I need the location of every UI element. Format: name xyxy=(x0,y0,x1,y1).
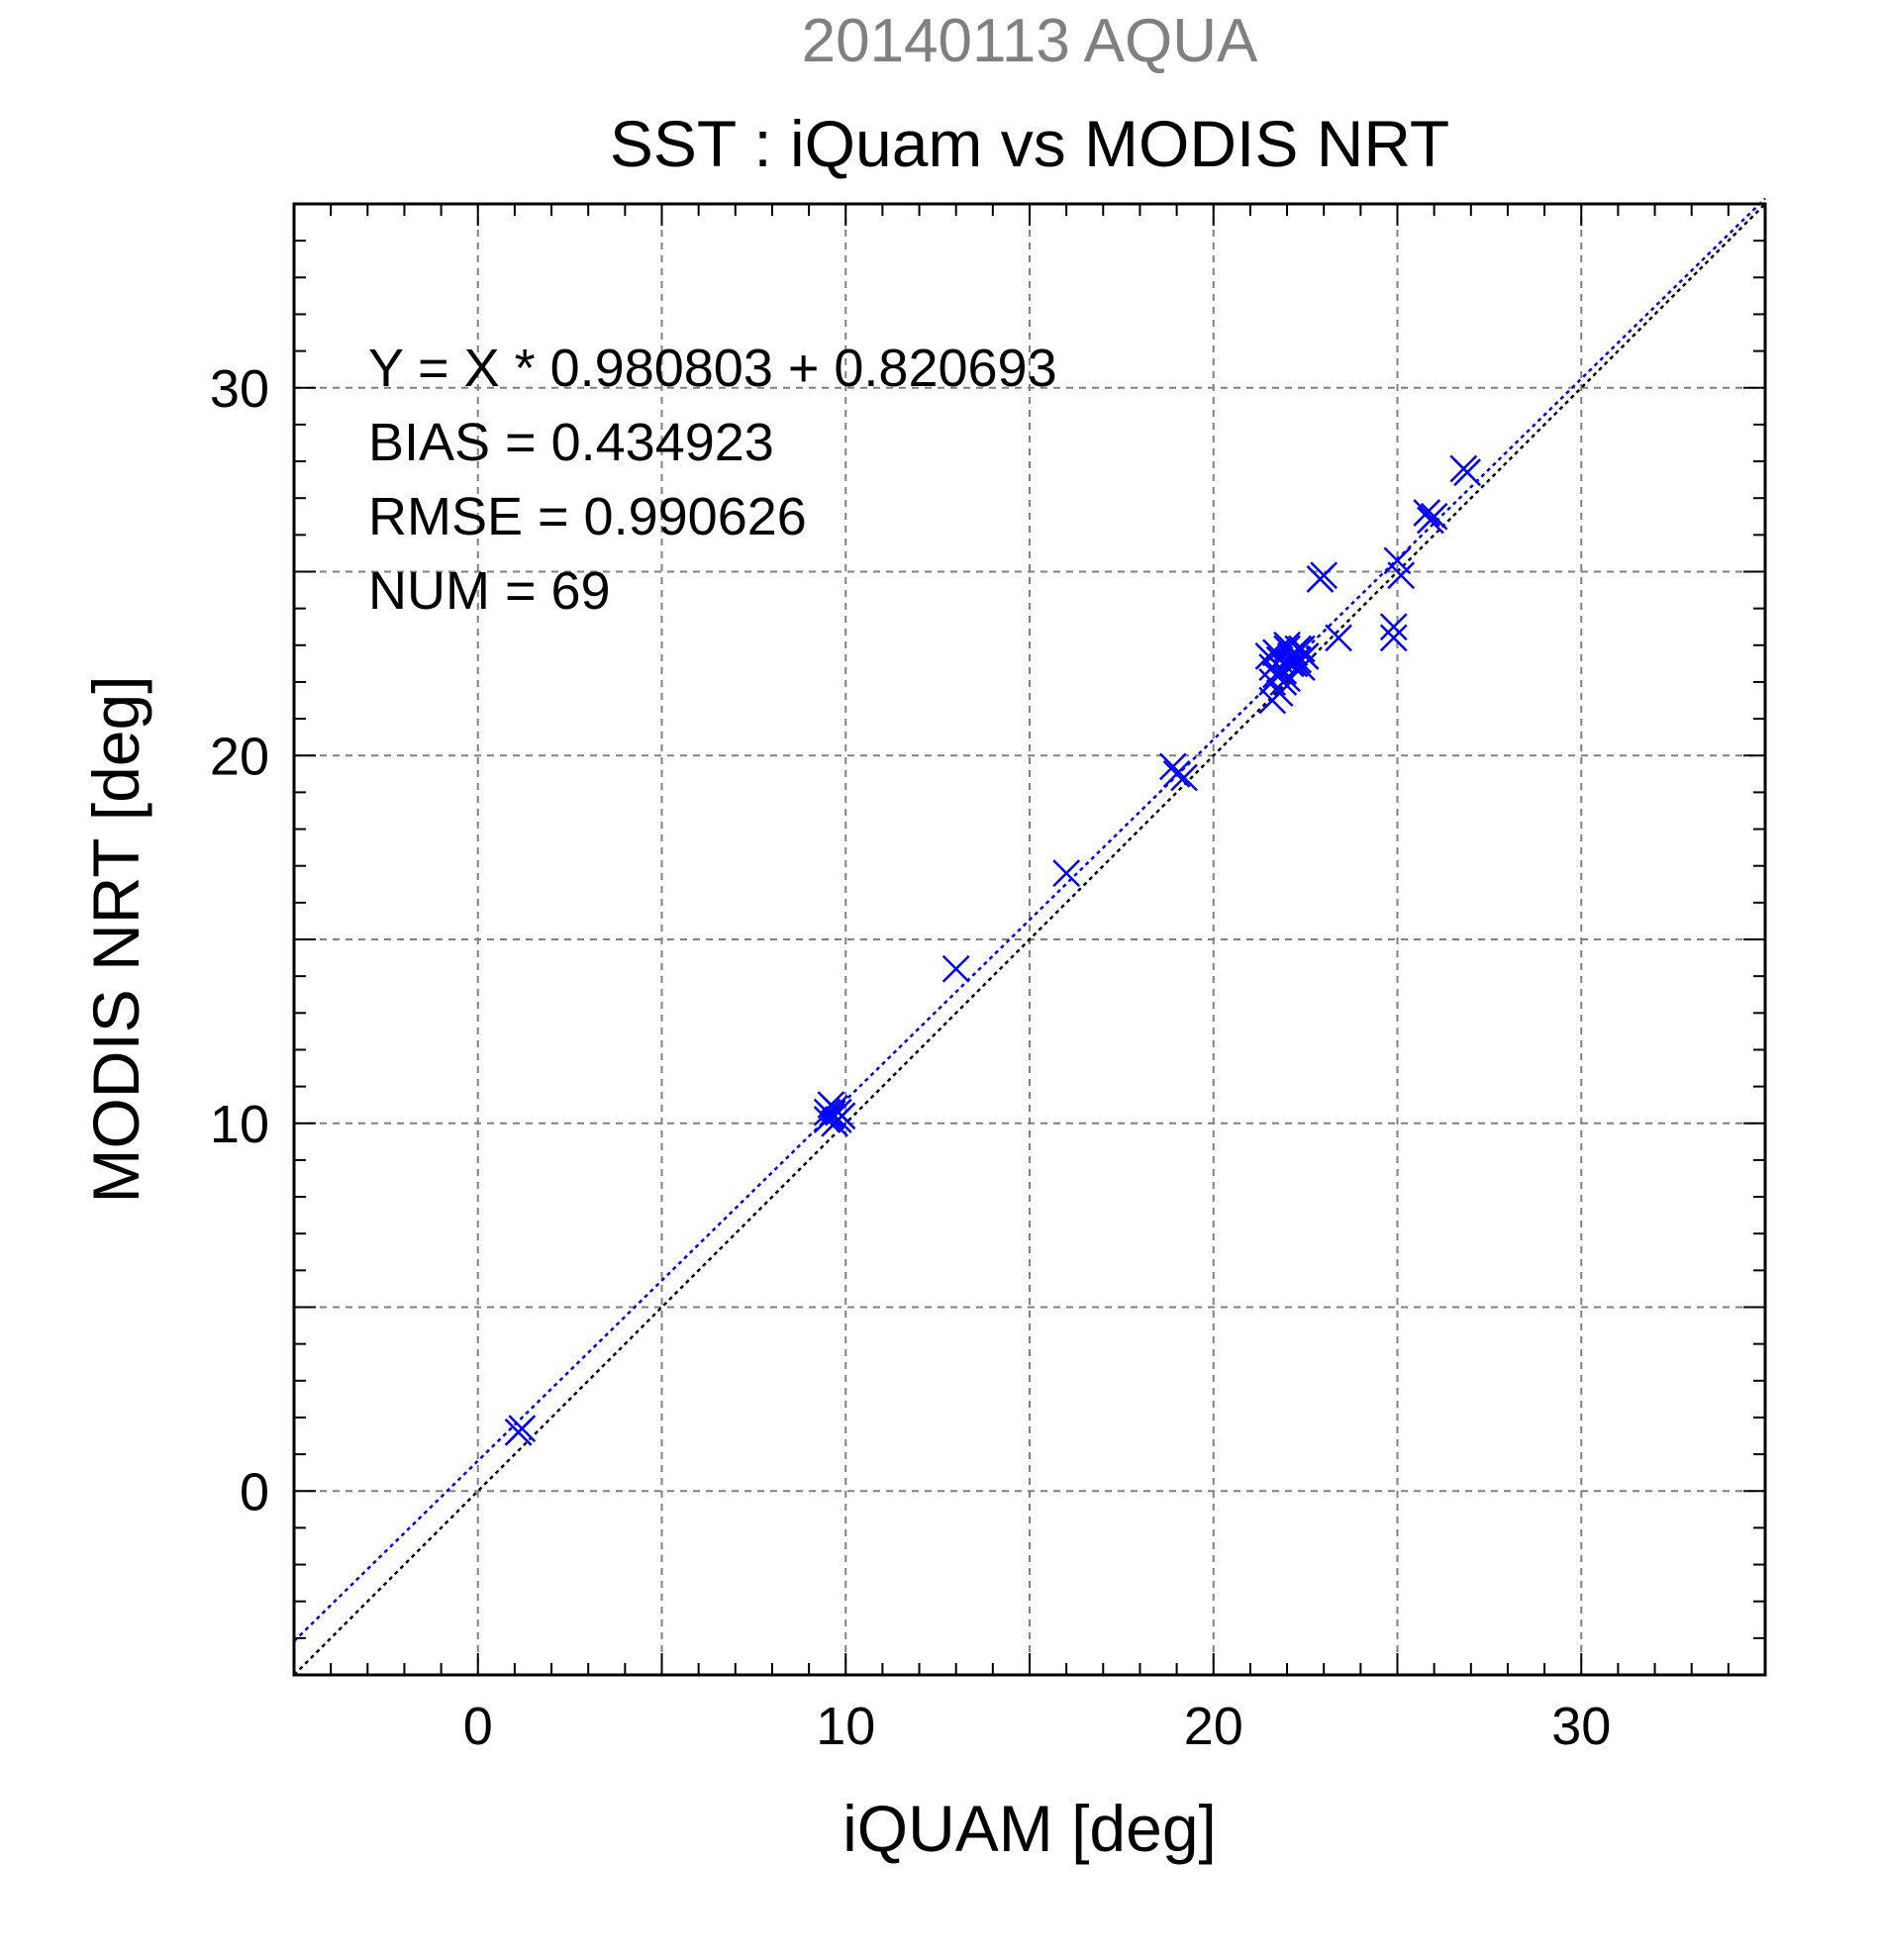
grid-lines xyxy=(294,204,1765,1675)
data-point xyxy=(1052,859,1081,888)
x-tick-label: 10 xyxy=(816,1697,875,1756)
fit-line xyxy=(293,197,1766,1642)
stats-num: NUM = 69 xyxy=(368,561,611,621)
y-tick-label: 20 xyxy=(210,727,269,786)
y-tick-label: 10 xyxy=(210,1095,269,1154)
y-tick-label: 0 xyxy=(240,1462,269,1521)
data-point xyxy=(1379,624,1408,652)
stats-bias: BIAS = 0.434923 xyxy=(368,413,774,472)
data-point xyxy=(1420,502,1448,531)
data-point xyxy=(1162,759,1191,788)
data-point xyxy=(504,1418,533,1446)
data-point xyxy=(813,1106,842,1133)
stats-box: Y = X * 0.980803 + 0.820693 BIAS = 0.434… xyxy=(368,339,1057,621)
data-point xyxy=(1258,668,1287,696)
tick-labels: 0 10 20 30 0 10 20 30 xyxy=(210,359,1611,1756)
data-point xyxy=(1453,458,1481,487)
x-axis-label: iQUAM [deg] xyxy=(842,1792,1217,1865)
stats-rmse: RMSE = 0.990626 xyxy=(368,487,807,546)
x-tick-label: 30 xyxy=(1551,1697,1611,1756)
data-point xyxy=(1280,649,1309,678)
x-tick-label: 0 xyxy=(463,1697,493,1756)
stats-fit-equation: Y = X * 0.980803 + 0.820693 xyxy=(368,339,1057,398)
chart-title: SST : iQuam vs MODIS NRT xyxy=(610,107,1449,180)
y-axis-label: MODIS NRT [deg] xyxy=(79,675,152,1203)
data-point xyxy=(1306,565,1335,593)
reference-lines xyxy=(293,197,1766,1676)
data-point xyxy=(1379,613,1408,641)
y-tick-label: 30 xyxy=(210,359,269,419)
data-point xyxy=(821,1109,848,1137)
data-point xyxy=(1387,561,1416,590)
data-point xyxy=(941,954,970,983)
x-tick-label: 20 xyxy=(1184,1697,1243,1756)
data-point xyxy=(1288,635,1316,663)
data-point xyxy=(1262,638,1290,667)
data-points xyxy=(504,454,1481,1446)
data-point xyxy=(1170,763,1198,792)
data-point xyxy=(1413,499,1441,527)
data-point xyxy=(1325,624,1352,652)
plot-frame xyxy=(292,202,1767,1677)
chart-header: 20140113 AQUA xyxy=(802,7,1258,75)
identity-line xyxy=(293,203,1766,1676)
